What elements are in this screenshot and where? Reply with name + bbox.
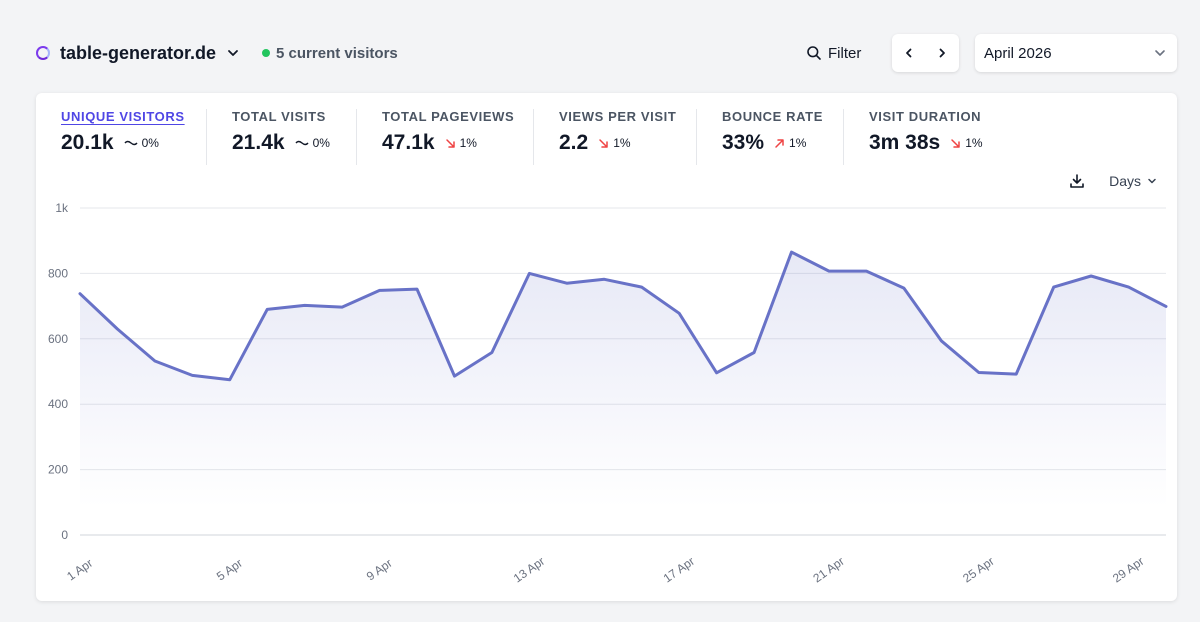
- metric-change-value: 1%: [965, 136, 983, 150]
- chevron-right-icon: [939, 48, 946, 58]
- metric-change: 1%: [950, 136, 983, 150]
- top-bar: table-generator.de 5 current visitors Fi…: [36, 32, 1177, 74]
- chevron-down-icon: [1155, 50, 1165, 56]
- metric-divider: [696, 109, 697, 165]
- metric-row: 21.4k 0%: [232, 131, 330, 155]
- metric-change: 1%: [445, 136, 477, 150]
- current-visitors[interactable]: 5 current visitors: [262, 45, 398, 62]
- metric-change-value: 0%: [312, 136, 330, 150]
- metric-row: 33% 1%: [722, 131, 823, 155]
- y-tick-label: 400: [48, 397, 68, 411]
- y-tick-label: 600: [48, 332, 68, 346]
- y-tick-label: 1k: [55, 201, 69, 215]
- site-name[interactable]: table-generator.de: [60, 42, 217, 63]
- arrow-down-right-icon: [599, 138, 608, 148]
- metric-row: 20.1k 0%: [61, 131, 185, 155]
- metric-total-pageviews[interactable]: TOTAL PAGEVIEWS 47.1k 1%: [382, 109, 514, 165]
- chevron-down-icon[interactable]: [226, 46, 240, 60]
- metric-change-value: 0%: [141, 136, 159, 150]
- metric-label: TOTAL PAGEVIEWS: [382, 109, 515, 124]
- trend-flat-icon: [124, 140, 138, 146]
- download-icon: [1070, 174, 1084, 188]
- metric-value: 3m 38s: [869, 131, 941, 154]
- x-tick-label: 21 Apr: [810, 554, 846, 585]
- metric-change-value: 1%: [613, 136, 631, 150]
- series-line: [78, 250, 1168, 382]
- x-tick-label: 17 Apr: [661, 554, 697, 585]
- metric-change-value: 1%: [459, 136, 477, 150]
- period-nav: [892, 34, 959, 72]
- period-label: April 2026: [984, 44, 1052, 62]
- next-period-button[interactable]: [926, 34, 960, 72]
- search-icon: [807, 46, 821, 60]
- metric-value: 21.4k: [232, 131, 285, 154]
- x-tick-label: 29 Apr: [1110, 554, 1146, 585]
- metric-change: 0%: [295, 136, 330, 150]
- metric-row: 47.1k 1%: [382, 131, 514, 155]
- period-picker[interactable]: April 2026: [975, 34, 1177, 72]
- metric-change: 0%: [124, 136, 159, 150]
- metric-label: TOTAL VISITS: [232, 109, 326, 124]
- y-tick-label: 800: [48, 266, 68, 280]
- metric-divider: [356, 109, 357, 165]
- metric-views-per-visit[interactable]: VIEWS PER VISIT 2.2 1%: [559, 109, 676, 165]
- trend-flat-icon: [295, 140, 309, 146]
- x-tick-label: 13 Apr: [511, 554, 547, 585]
- x-tick-label: 5 Apr: [214, 556, 245, 584]
- chevron-down-icon: [1148, 178, 1156, 184]
- metric-change: 1%: [598, 136, 631, 150]
- metric-value: 47.1k: [382, 131, 435, 154]
- metric-divider: [533, 109, 534, 165]
- metric-label: VISIT DURATION: [869, 109, 982, 124]
- arrow-up-right-icon: [775, 138, 784, 148]
- metric-total-visits[interactable]: TOTAL VISITS 21.4k 0%: [232, 109, 330, 165]
- metric-label: UNIQUE VISITORS: [61, 109, 185, 124]
- metric-visit-duration[interactable]: VISIT DURATION 3m 38s 1%: [869, 109, 983, 165]
- current-visitors-label: 5 current visitors: [276, 44, 398, 62]
- x-tick-label: 9 Apr: [364, 556, 395, 584]
- y-tick-label: 200: [48, 463, 68, 477]
- metric-bounce-rate[interactable]: BOUNCE RATE 33% 1%: [722, 109, 823, 165]
- site-switcher[interactable]: table-generator.de 5 current visitors: [36, 32, 398, 74]
- metric-row: 2.2 1%: [559, 131, 676, 155]
- download-button[interactable]: [1069, 173, 1085, 189]
- series-area: [80, 252, 1166, 507]
- site-logo-icon: [36, 46, 50, 60]
- interval-select[interactable]: Days: [1109, 173, 1157, 189]
- metric-row: 3m 38s 1%: [869, 131, 983, 155]
- filter-button[interactable]: Filter: [806, 32, 861, 74]
- filter-label: Filter: [828, 44, 862, 62]
- metric-unique-visitors[interactable]: UNIQUE VISITORS 20.1k 0%: [61, 109, 185, 165]
- live-dot-icon: [262, 49, 271, 57]
- stats-card: 0 200 400 600 800 1k 1 Apr 5 Apr 9 Apr 13 Apr 17 A…: [36, 93, 1177, 601]
- metric-label: VIEWS PER VISIT: [559, 109, 677, 124]
- x-tick-label: 25 Apr: [960, 554, 996, 585]
- metric-label: BOUNCE RATE: [722, 109, 823, 124]
- chevron-left-icon: [905, 48, 912, 58]
- metric-change-value: 1%: [789, 136, 807, 150]
- visitors-chart: 0 200 400 600 800 1k 1 Apr 5 Apr 9 Apr 13 Apr 17 A…: [48, 201, 1168, 585]
- previous-period-button[interactable]: [892, 34, 926, 72]
- interval-label: Days: [1109, 173, 1141, 189]
- metric-change: 1%: [774, 136, 806, 150]
- chart-tools: Days: [1069, 173, 1157, 189]
- arrow-down-right-icon: [951, 138, 960, 148]
- arrow-down-right-icon: [445, 138, 455, 148]
- metric-value: 20.1k: [61, 131, 114, 154]
- metric-value: 2.2: [559, 131, 589, 154]
- y-tick-label: 0: [61, 528, 68, 542]
- metric-divider: [206, 109, 207, 165]
- metric-value: 33%: [722, 131, 765, 154]
- metric-divider: [843, 109, 844, 165]
- x-tick-label: 1 Apr: [64, 556, 95, 584]
